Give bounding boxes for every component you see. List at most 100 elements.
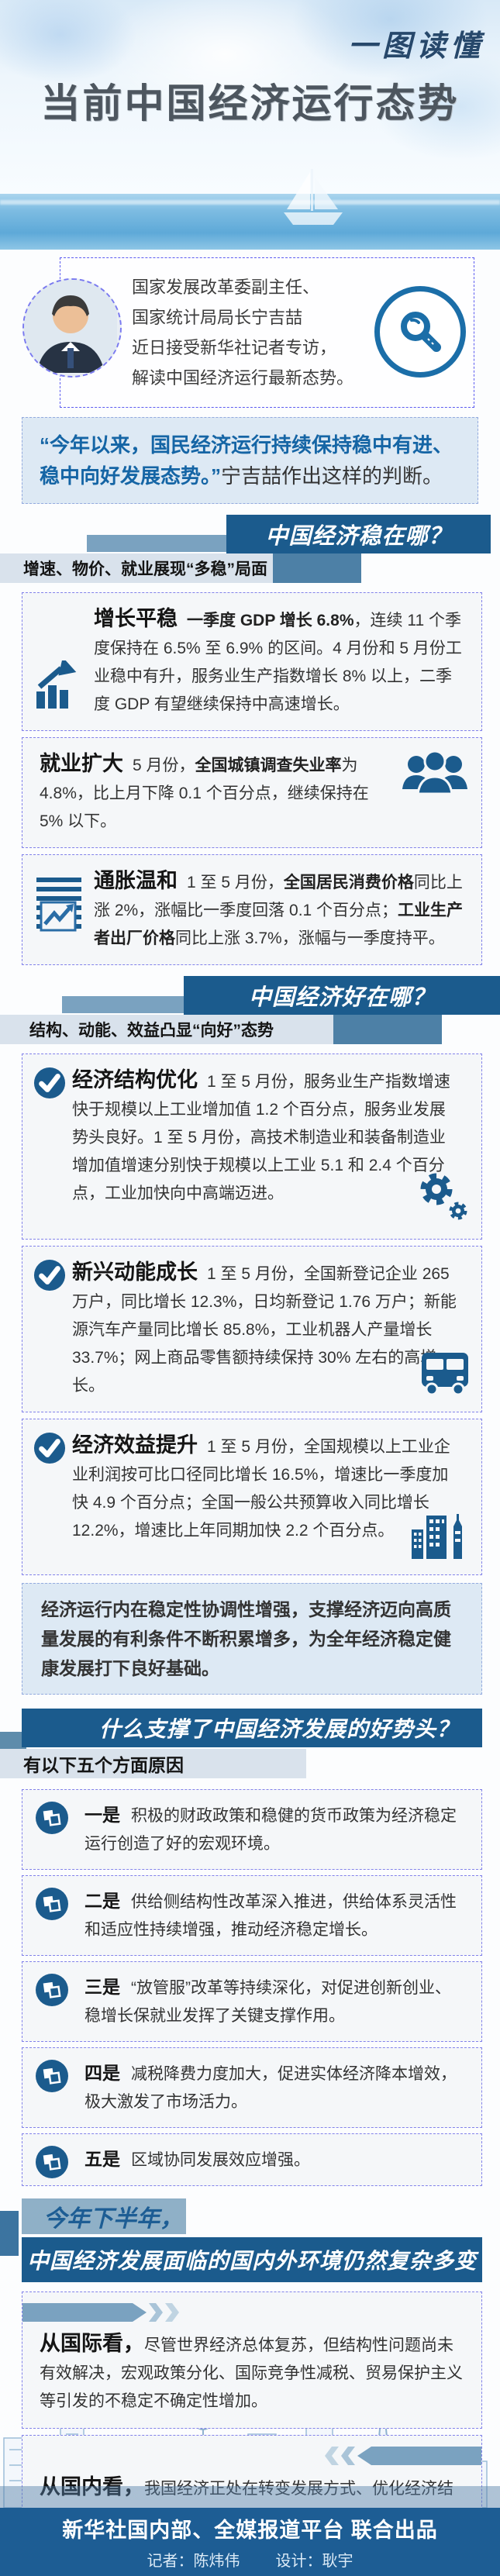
quote-highlight: “今年以来，国民经济运行持续保持稳中有进、稳中向好发展态势。”	[40, 433, 453, 488]
reason-2-text: 供给侧结构性改革深入推进，供给体系灵活性和适应性持续增强，推动经济稳定增长。	[84, 1893, 457, 1939]
subtitle-accent-band	[273, 553, 361, 583]
card-new-engines-text: 1 至 5 月份，全国新登记企业 265 万户，同比增长 12.3%，日均新登记…	[72, 1265, 457, 1395]
reason-item-5: 五是 区域协同发展效应增强。	[22, 2133, 482, 2186]
card-inflation-text2: 同比上涨 3.7%，涨幅与一季度持平。	[175, 929, 445, 947]
header-accent-band	[87, 535, 229, 552]
buildings-icon	[410, 1509, 471, 1568]
section-outlook-header: 今年下半年， 中国经济发展面临的国内外环境仍然复杂多变	[0, 2198, 500, 2282]
card-inflation-bold1: 全国居民消费价格	[283, 874, 414, 891]
section-stable-subtitle: 增速、物价、就业展现“多稳”局面	[0, 553, 273, 583]
card-inflation: 通胀温和 1 至 5 月份，全国居民消费价格同比上涨 2%，涨幅比一季度回落 0.…	[22, 854, 482, 965]
card-international-lead: 从国际看，	[40, 2332, 144, 2355]
header-accent-band	[62, 996, 186, 1013]
intro-line-4: 解读中国经济运行最新态势。	[132, 368, 354, 388]
card-structure-title: 经济结构优化	[72, 1068, 198, 1091]
arrow-band-left-icon	[40, 2447, 481, 2465]
check-circle-icon	[33, 1067, 66, 1109]
reason-3-text: “放管服”改革等持续深化，对促进创新创业、稳增长保就业发挥了关键支撑作用。	[84, 1979, 451, 2025]
section-outlook-title: 中国经济发展面临的国内外环境仍然复杂多变	[22, 2237, 482, 2282]
reason-5-label: 五是	[84, 2149, 120, 2169]
card-employment-bold: 全国城镇调查失业率	[195, 757, 342, 774]
intro-box: 国家发展改革委副主任、 国家统计局局长宁吉喆 近日接受新华社记者专访， 解读中国…	[22, 257, 474, 408]
brand-logo: 一图读懂	[347, 28, 484, 63]
quote-box: “今年以来，国民经济运行持续保持稳中有进、稳中向好发展态势。”宁吉喆作出这样的判…	[22, 417, 478, 504]
footer-reporter: 记者：陈炜伟	[147, 2553, 240, 2570]
magnifier-icon	[374, 286, 466, 378]
spokesman-avatar	[22, 278, 122, 378]
intro-line-1: 国家发展改革委副主任、	[132, 278, 320, 297]
reason-item-4: 四是 减税降费力度加大，促进实体经济降本增效，极大激发了市场活力。	[22, 2047, 482, 2128]
people-icon	[401, 749, 469, 809]
section-good-title: 中国经济好在哪？	[184, 976, 500, 1015]
sea-band	[0, 169, 500, 250]
card-employment-text0: 5 月份，	[133, 757, 195, 774]
card-growth-bold: 一季度 GDP 增长 6.8%	[187, 612, 354, 629]
intro-text: 国家发展改革委副主任、 国家统计局局长宁吉喆 近日接受新华社记者专访， 解读中国…	[60, 258, 474, 393]
header-accent-square	[0, 2211, 19, 2256]
section-outlook-eyebrow: 今年下半年，	[22, 2198, 186, 2234]
page-title: 当前中国经济运行态势	[40, 81, 460, 126]
card-inflation-text1: 同比上涨 2%，涨幅比一季度回落 0.1 个百分点；	[94, 874, 463, 919]
arrow-band-right-icon	[22, 2303, 464, 2322]
bus-icon	[419, 1351, 471, 1405]
footer-byline: 记者：陈炜伟 设计：耿宇	[147, 2548, 353, 2571]
card-new-engines-title: 新兴动能成长	[72, 1260, 198, 1284]
section-support-title: 什么支撑了中国经济发展的好势头？	[22, 1709, 482, 1747]
card-structure-text: 1 至 5 月份，服务业生产指数增速快于规模以上工业增加值 1.2 个百分点，服…	[72, 1073, 450, 1202]
footer: 新华社国内部、全媒报道平台 联合出品 记者：陈炜伟 设计：耿宇	[0, 2508, 500, 2576]
reason-item-3: 三是 “放管服”改革等持续深化，对促进创新创业、稳增长保就业发挥了关键支撑作用。	[22, 1961, 482, 2042]
subtitle-accent-band	[333, 1015, 442, 1044]
avatar-illustration	[24, 280, 117, 373]
card-international-text: 尽管世界经济总体复苏，但结构性问题尚未有效解决，宏观政策分化、国际竞争性减税、贸…	[40, 2336, 463, 2410]
quote-attribution: 宁吉喆作出这样的判断。	[221, 464, 443, 488]
section-good-header: 中国经济好在哪？ 结构、动能、效益凸显“向好”态势	[0, 976, 500, 1044]
sea-glint	[0, 200, 500, 205]
reason-3-label: 三是	[84, 1977, 120, 1997]
reason-4-label: 四是	[84, 2063, 120, 2083]
reason-5-text: 区域协同发展效应增强。	[131, 2151, 310, 2169]
reason-1-text: 积极的财政政策和稳健的货币政策为经济稳定运行创造了好的宏观环境。	[84, 1807, 457, 1853]
card-efficiency-text: 1 至 5 月份，全国规模以上工业企业利润按可比口径同比增长 16.5%，增速比…	[72, 1438, 450, 1540]
section-good-subtitle: 结构、动能、效益凸显“向好”态势	[0, 1015, 333, 1044]
card-inflation-text0: 1 至 5 月份，	[187, 874, 284, 891]
card-international: 从国际看，尽管世界经济总体复苏，但结构性问题尚未有效解决，宏观政策分化、国际竞争…	[22, 2292, 482, 2429]
header-banner: 一图读懂 当前中国经济运行态势	[0, 0, 500, 194]
copy-badge-icon	[35, 1801, 69, 1844]
reason-item-1: 一是 积极的财政政策和稳健的货币政策为经济稳定运行创造了好的宏观环境。	[22, 1789, 482, 1870]
reason-2-label: 二是	[84, 1891, 120, 1911]
growth-chart-icon	[35, 657, 84, 718]
card-employment-title: 就业扩大	[40, 752, 123, 775]
section-support-header: 什么支撑了中国经济发展的好势头？ 有以下五个方面原因	[0, 1709, 500, 1780]
copy-badge-icon	[35, 2145, 69, 2188]
card-employment-text1: 为 4.8%，比上月下降 0.1 个百分点，继续保持在 5% 以下。	[40, 757, 369, 830]
reason-item-2: 二是 供给侧结构性改革深入推进，供给体系灵活性和适应性持续增强，推动经济稳定增长。	[22, 1875, 482, 1956]
card-structure: 经济结构优化 1 至 5 月份，服务业生产指数增速快于规模以上工业增加值 1.2 …	[22, 1054, 482, 1240]
section-good-summary: 经济运行内在稳定性协调性增强，支撑经济迈向高质量发展的有利条件不断积累增多，为全…	[22, 1583, 482, 1695]
copy-badge-icon	[35, 1887, 69, 1930]
price-trend-icon	[35, 876, 83, 944]
footer-designer: 设计：耿宇	[275, 2553, 353, 2570]
section-support-subtitle: 有以下五个方面原因	[0, 1749, 306, 1778]
check-circle-icon	[33, 1259, 66, 1301]
card-inflation-bold2: 工业生产者出厂价格	[94, 902, 464, 947]
card-employment: 就业扩大 5 月份，全国城镇调查失业率为 4.8%，比上月下降 0.1 个百分点，…	[22, 737, 482, 848]
intro-line-2: 国家统计局局长宁吉喆	[132, 308, 303, 327]
footer-credit-line: 新华社国内部、全媒报道平台 联合出品	[62, 2519, 438, 2542]
reason-4-text: 减税降费力度加大，促进实体经济降本增效，极大激发了市场活力。	[84, 2065, 457, 2111]
card-growth-text: ，连续 11 个季度保持在 6.5% 至 6.9% 的区间。4 月份和 5 月份…	[94, 612, 462, 713]
sailing-ship-icon	[270, 167, 355, 238]
card-growth-title: 增长平稳	[94, 607, 178, 630]
card-new-engines: 新兴动能成长 1 至 5 月份，全国新登记企业 265 万户，同比增长 12.3%…	[22, 1246, 482, 1412]
card-efficiency-title: 经济效益提升	[72, 1433, 198, 1457]
card-inflation-title: 通胀温和	[94, 869, 178, 892]
skyline-water-band	[0, 2486, 500, 2508]
card-efficiency: 经济效益提升 1 至 5 月份，全国规模以上工业企业利润按可比口径同比增长 16.…	[22, 1419, 482, 1575]
section-stable-header: 中国经济稳在哪？ 增速、物价、就业展现“多稳”局面	[0, 515, 500, 583]
copy-badge-icon	[35, 1973, 69, 2016]
section-stable-title: 中国经济稳在哪？	[226, 515, 491, 553]
intro-line-3: 近日接受新华社记者专访，	[132, 338, 337, 357]
gears-icon	[405, 1166, 471, 1233]
reason-1-label: 一是	[84, 1805, 120, 1825]
check-circle-icon	[33, 1432, 66, 1474]
